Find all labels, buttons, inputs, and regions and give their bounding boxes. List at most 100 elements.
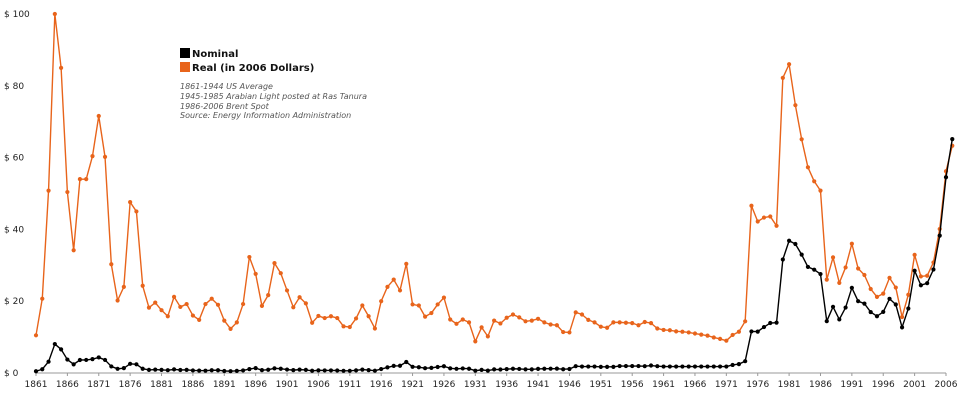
nominal-price-point bbox=[630, 363, 635, 369]
annotation-line-1: 1861-1944 US Average bbox=[180, 82, 273, 91]
real-price-point bbox=[278, 271, 283, 276]
nominal-price-point bbox=[423, 366, 428, 371]
nominal-price-point bbox=[674, 364, 679, 369]
real-price-point bbox=[554, 323, 560, 328]
real-price-point bbox=[203, 301, 208, 307]
nominal-price-point bbox=[228, 369, 233, 374]
nominal-price-line bbox=[35, 139, 953, 372]
nominal-price-point bbox=[611, 364, 616, 369]
legend-swatch-real bbox=[180, 62, 190, 72]
nominal-price-point bbox=[178, 367, 183, 373]
real-price-point bbox=[711, 335, 716, 340]
nominal-price-point bbox=[410, 364, 415, 369]
real-price-point bbox=[146, 305, 152, 310]
real-price-point bbox=[128, 200, 133, 205]
real-price-point bbox=[755, 219, 760, 224]
nominal-price-point bbox=[548, 366, 553, 371]
real-price-point bbox=[736, 329, 742, 334]
nominal-price-point bbox=[115, 366, 120, 371]
real-price-point bbox=[40, 296, 45, 301]
nominal-price-point bbox=[379, 366, 384, 372]
real-price-point bbox=[749, 203, 754, 208]
x-tick-label: 1871 bbox=[87, 380, 110, 390]
real-price-point bbox=[46, 188, 51, 193]
real-price-point bbox=[661, 327, 666, 333]
real-price-point bbox=[768, 214, 773, 219]
real-price-line bbox=[35, 13, 953, 343]
nominal-price-point bbox=[153, 367, 158, 372]
nominal-price-point bbox=[360, 367, 365, 372]
x-tick-label: 1886 bbox=[181, 380, 204, 390]
nominal-price-point bbox=[554, 366, 560, 371]
nominal-price-point bbox=[950, 137, 955, 142]
real-price-point bbox=[498, 321, 503, 326]
x-tick-label: 1961 bbox=[652, 380, 675, 390]
nominal-price-point bbox=[711, 364, 716, 369]
nominal-price-point bbox=[90, 357, 95, 362]
nominal-price-point bbox=[492, 367, 497, 372]
nominal-price-point bbox=[159, 367, 164, 373]
nominal-price-point bbox=[253, 366, 258, 371]
nominal-price-point bbox=[77, 357, 83, 363]
x-tick-label: 1861 bbox=[25, 380, 48, 390]
real-price-point bbox=[473, 339, 478, 344]
x-tick-label: 1951 bbox=[589, 380, 612, 390]
y-tick-label: $ 20 bbox=[4, 297, 24, 307]
nominal-price-point bbox=[128, 361, 133, 366]
x-tick-label: 1966 bbox=[684, 380, 707, 390]
nominal-price-point bbox=[856, 299, 861, 304]
nominal-price-point bbox=[284, 367, 290, 372]
x-tick-label: 1876 bbox=[119, 380, 142, 390]
x-axis: 1861 1866 1871 1876 1881 1886 1891 1896 1901 1906… bbox=[25, 372, 958, 390]
series-real bbox=[33, 11, 955, 344]
nominal-price-point bbox=[881, 309, 886, 314]
real-price-point bbox=[837, 280, 842, 285]
x-tick-label: 1991 bbox=[840, 380, 863, 390]
x-tick-label: 1866 bbox=[56, 380, 79, 390]
nominal-price-point bbox=[347, 368, 352, 373]
real-price-point bbox=[849, 241, 854, 246]
annotation-line-3: 1986-2006 Brent Spot bbox=[180, 102, 270, 111]
real-price-point bbox=[529, 318, 534, 323]
nominal-price-point bbox=[328, 368, 334, 373]
real-price-point bbox=[466, 320, 472, 325]
nominal-price-point bbox=[592, 364, 597, 369]
real-price-point bbox=[479, 325, 484, 330]
nominal-price-point bbox=[749, 329, 754, 334]
real-price-point bbox=[868, 286, 873, 292]
nominal-price-point bbox=[322, 368, 327, 373]
x-tick-label: 1891 bbox=[213, 380, 236, 390]
real-price-point bbox=[630, 321, 635, 326]
nominal-price-point bbox=[617, 363, 622, 369]
real-price-point bbox=[617, 320, 622, 325]
real-price-point bbox=[510, 312, 516, 317]
nominal-price-point bbox=[906, 306, 911, 311]
real-price-point bbox=[793, 103, 798, 108]
nominal-price-point bbox=[755, 329, 760, 334]
nominal-price-point bbox=[134, 362, 139, 367]
real-price-point bbox=[197, 317, 202, 322]
real-price-point bbox=[542, 320, 547, 325]
series-nominal bbox=[33, 137, 955, 374]
real-price-point bbox=[328, 314, 334, 319]
real-price-point bbox=[818, 188, 823, 193]
real-price-point bbox=[586, 317, 591, 322]
nominal-price-point bbox=[661, 364, 666, 369]
x-tick-label: 1981 bbox=[778, 380, 801, 390]
real-price-point bbox=[322, 315, 327, 321]
x-tick-label: 1881 bbox=[150, 380, 173, 390]
nominal-price-point bbox=[623, 363, 629, 369]
annotation-line-4: Source: Energy Information Administratio… bbox=[180, 111, 351, 120]
nominal-price-point bbox=[454, 366, 459, 371]
nominal-price-point bbox=[636, 363, 641, 369]
x-tick-label: 2001 bbox=[903, 380, 926, 390]
real-price-point bbox=[887, 275, 892, 280]
real-price-point bbox=[856, 266, 861, 271]
y-tick-label: $ 100 bbox=[4, 10, 30, 20]
nominal-price-point bbox=[33, 369, 39, 374]
nominal-price-point bbox=[259, 368, 265, 373]
nominal-price-point bbox=[899, 325, 905, 330]
real-price-point bbox=[241, 301, 246, 307]
nominal-price-point bbox=[353, 368, 359, 373]
nominal-price-point bbox=[65, 357, 70, 362]
